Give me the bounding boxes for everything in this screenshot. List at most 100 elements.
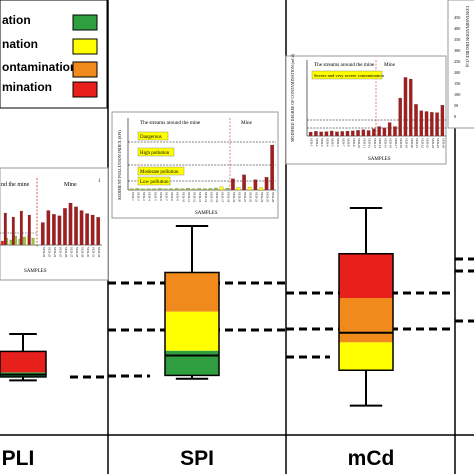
- tick-label: SED-19: [404, 138, 408, 148]
- tick-label: SED-16: [215, 192, 219, 203]
- bar: [27, 214, 31, 246]
- bar: [253, 179, 258, 191]
- tick-label: SED-21: [243, 192, 247, 203]
- tick-label: SED-8: [347, 138, 351, 147]
- inset-spi-ticks: SED-1 SED-2 SED-3 SED-4 SED-5 SED-6 SED-7 SED-8…: [131, 192, 275, 203]
- inset-mcd: MODIFIED DEGREE OF CONTAMINATION (mCd) T…: [285, 53, 447, 165]
- bar: [225, 188, 230, 191]
- legend-swatch-green: [72, 14, 98, 31]
- tick-label: SED-23: [426, 138, 430, 148]
- tick-label: SED-12: [368, 138, 372, 148]
- tick-label: SED-10: [181, 192, 185, 203]
- tick-label: SED-17: [394, 138, 398, 148]
- tick-label: SED-18: [226, 192, 230, 203]
- bar: [19, 210, 23, 246]
- tick-label: SED-5: [331, 138, 335, 147]
- bar: [174, 188, 179, 191]
- bar: [202, 188, 207, 191]
- legend-swatch-orange: [72, 61, 98, 78]
- bar: [236, 187, 241, 191]
- bar: [129, 188, 134, 191]
- bar: [158, 188, 162, 191]
- band-label: Moderate pollution: [140, 170, 179, 175]
- bar: [409, 78, 413, 137]
- inset-ylabel: CONTAMINATION DEGREE (Cd): [465, 6, 470, 68]
- bar: [169, 188, 173, 191]
- tick-label: SED-24: [431, 138, 435, 148]
- inset-region-left: The streams around the mine: [140, 120, 201, 126]
- tick-label: SED-3: [320, 138, 324, 147]
- tick-label: SED-16: [389, 138, 393, 148]
- tick-label: SED-23: [254, 192, 258, 203]
- tick-label: 200: [454, 70, 460, 75]
- inset-cd-ticks: 0 50 100 150 200 250 300 350 400 450: [454, 15, 460, 119]
- tick-label: SED-9: [352, 138, 356, 147]
- box-band: [339, 298, 393, 343]
- tick-label: 50: [454, 103, 458, 108]
- bar: [46, 210, 51, 246]
- bar: [219, 186, 224, 191]
- tick-label: SED-22: [42, 247, 46, 258]
- bar: [345, 130, 350, 137]
- box-band: [339, 342, 393, 371]
- tick-label: 450: [454, 15, 460, 20]
- inset-mcd-bars: [308, 77, 445, 137]
- tick-label: SED-17: [221, 192, 225, 203]
- box-band: [0, 351, 46, 373]
- tick-label: SED-3: [142, 192, 146, 201]
- bar: [314, 131, 318, 137]
- bar: [0, 240, 4, 246]
- tick-label: 0: [454, 114, 456, 119]
- tick-label: SED-11: [362, 138, 366, 148]
- box-plot-pli: [0, 333, 47, 382]
- bar: [329, 130, 334, 137]
- tick-label: SED-32: [97, 247, 101, 258]
- inset-pli: nd the mine Mine 1 SED-22 SED-23 SED-24 SED…: [0, 167, 109, 281]
- inset-region-right: Mine: [64, 182, 77, 188]
- panel-label-pli: PLI: [2, 447, 35, 470]
- bar: [85, 213, 89, 246]
- bar: [270, 144, 275, 191]
- band-label-box: [137, 176, 171, 186]
- tick-label: SED-7: [165, 192, 169, 201]
- bar: [259, 187, 263, 191]
- tick-label: SED-24: [260, 192, 264, 203]
- tick-label: SED-21: [415, 138, 419, 148]
- inset-cd: 0 50 100 150 200 250 300 350 400 450 CONTAMINATIO…: [447, 0, 474, 129]
- bar: [186, 188, 190, 191]
- box-band: [165, 350, 219, 376]
- panel-label-mcd: mCd: [348, 447, 395, 470]
- tick-label: SED-20: [238, 192, 242, 203]
- band-label-box: [137, 166, 185, 176]
- bar: [146, 188, 151, 191]
- bar: [135, 188, 140, 191]
- bar: [393, 126, 397, 137]
- bar: [403, 77, 408, 137]
- tick-label: 250: [454, 59, 460, 64]
- bar: [214, 187, 218, 191]
- tick-label: SED-2: [315, 138, 319, 147]
- tick-label: SED-12: [193, 192, 197, 203]
- bar: [356, 130, 360, 137]
- bar: [430, 112, 434, 137]
- bar: [231, 178, 235, 191]
- box-outline: [164, 271, 220, 377]
- bar: [351, 130, 355, 137]
- bar: [52, 214, 56, 246]
- band-label: Severe and very severe contamination: [314, 73, 385, 78]
- inset-mcd-ticks: SED-1 SED-2 SED-3 SED-4 SED-5 SED-6 SED-7 SED-8…: [310, 138, 446, 148]
- tick-label: SED-26: [64, 247, 68, 258]
- bar: [372, 128, 376, 137]
- bar: [197, 188, 202, 191]
- tick-label: SED-25: [436, 138, 440, 148]
- tick-label: SED-31: [92, 247, 96, 258]
- inset-pli-ticks: SED-22 SED-23 SED-24 SED-25 SED-26 SED-27 SED-…: [42, 247, 101, 258]
- bar: [163, 188, 168, 191]
- bar: [208, 188, 213, 191]
- inset-ylabel: SEDIMENT POLLUTION INDEX (SPI): [117, 130, 122, 200]
- tick-label: SED-26: [271, 192, 275, 203]
- band-label: Low pollution: [140, 180, 169, 185]
- bar: [74, 206, 78, 246]
- tick-label: SED-14: [378, 138, 382, 148]
- inset-pli-green-bars: [0, 210, 35, 246]
